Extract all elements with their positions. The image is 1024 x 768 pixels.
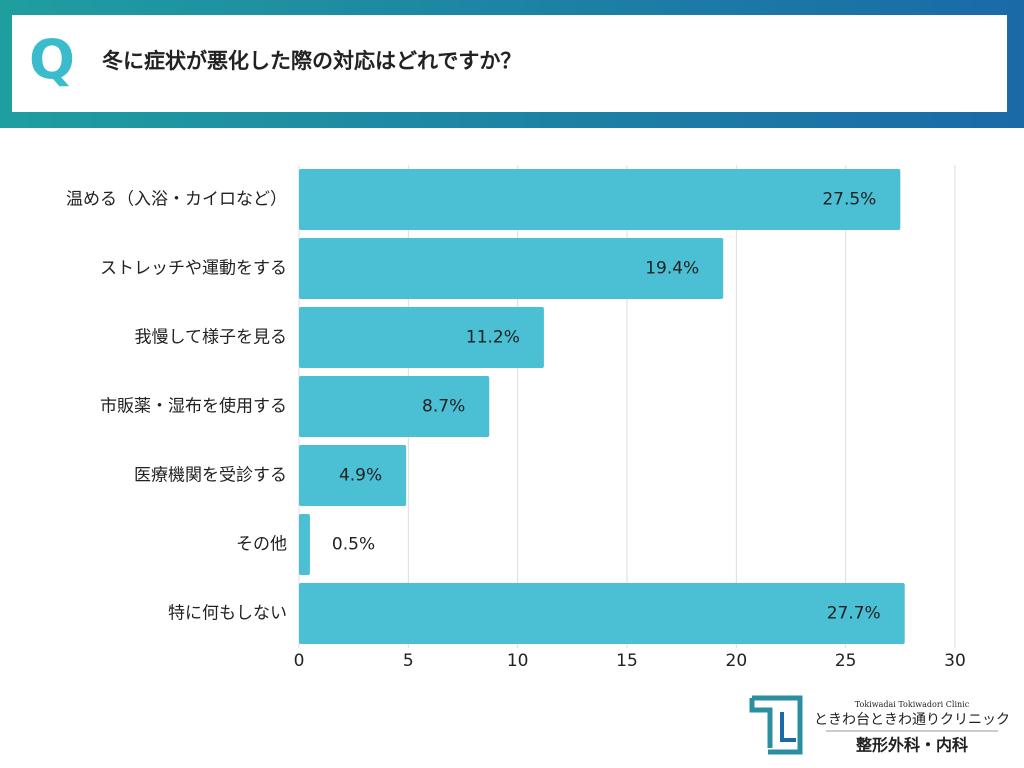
x-tick-label: 5 xyxy=(403,651,414,671)
x-tick-label: 30 xyxy=(944,651,966,671)
x-tick-label: 15 xyxy=(616,651,638,671)
logo-icon xyxy=(749,695,803,755)
value-label: 4.9% xyxy=(339,466,382,486)
x-tick-label: 10 xyxy=(507,651,529,671)
value-label: 8.7% xyxy=(422,397,465,417)
logo-subtitle: Tokiwadai Tokiwadori Clinic xyxy=(855,700,970,709)
bar xyxy=(299,238,724,299)
y-tick-label: 我慢して様子を見る xyxy=(135,327,288,348)
y-tick-label: 市販薬・湿布を使用する xyxy=(100,396,287,417)
logo-name: ときわ台ときわ通りクリニック xyxy=(814,712,1010,728)
value-label: 27.7% xyxy=(827,604,881,624)
x-tick-label: 25 xyxy=(835,651,857,671)
question-mark: Q xyxy=(29,29,75,92)
chart-title: 冬に症状が悪化した際の対応はどれですか？ xyxy=(102,49,521,73)
value-label: 19.4% xyxy=(645,259,699,279)
y-tick-label: その他 xyxy=(236,535,287,555)
bar xyxy=(299,514,310,575)
logo-departments: 整形外科・内科 xyxy=(855,736,968,755)
bar xyxy=(299,445,407,506)
bar xyxy=(299,583,905,644)
bar xyxy=(299,307,544,368)
plot: 0 5 10 15 20 25 30 温める（入浴・カイロなど） 27.5% ストレッチや運動をす… xyxy=(66,165,966,671)
y-tick-label: 特に何もしない xyxy=(168,604,287,624)
y-tick-label: 温める（入浴・カイロなど） xyxy=(66,190,287,210)
x-tick-label: 0 xyxy=(294,651,305,671)
bar xyxy=(299,169,901,230)
header-box xyxy=(12,15,1007,112)
x-tick-label: 20 xyxy=(726,651,748,671)
bar xyxy=(299,376,490,437)
value-label: 11.2% xyxy=(466,328,520,348)
y-tick-label: ストレッチや運動をする xyxy=(100,259,287,279)
value-label: 27.5% xyxy=(822,190,876,210)
value-label: 0.5% xyxy=(332,535,375,555)
y-tick-label: 医療機関を受診する xyxy=(134,466,287,486)
logo: Tokiwadai Tokiwadori Clinic ときわ台ときわ通りクリニ… xyxy=(749,695,1010,755)
logo-icon xyxy=(780,712,796,742)
